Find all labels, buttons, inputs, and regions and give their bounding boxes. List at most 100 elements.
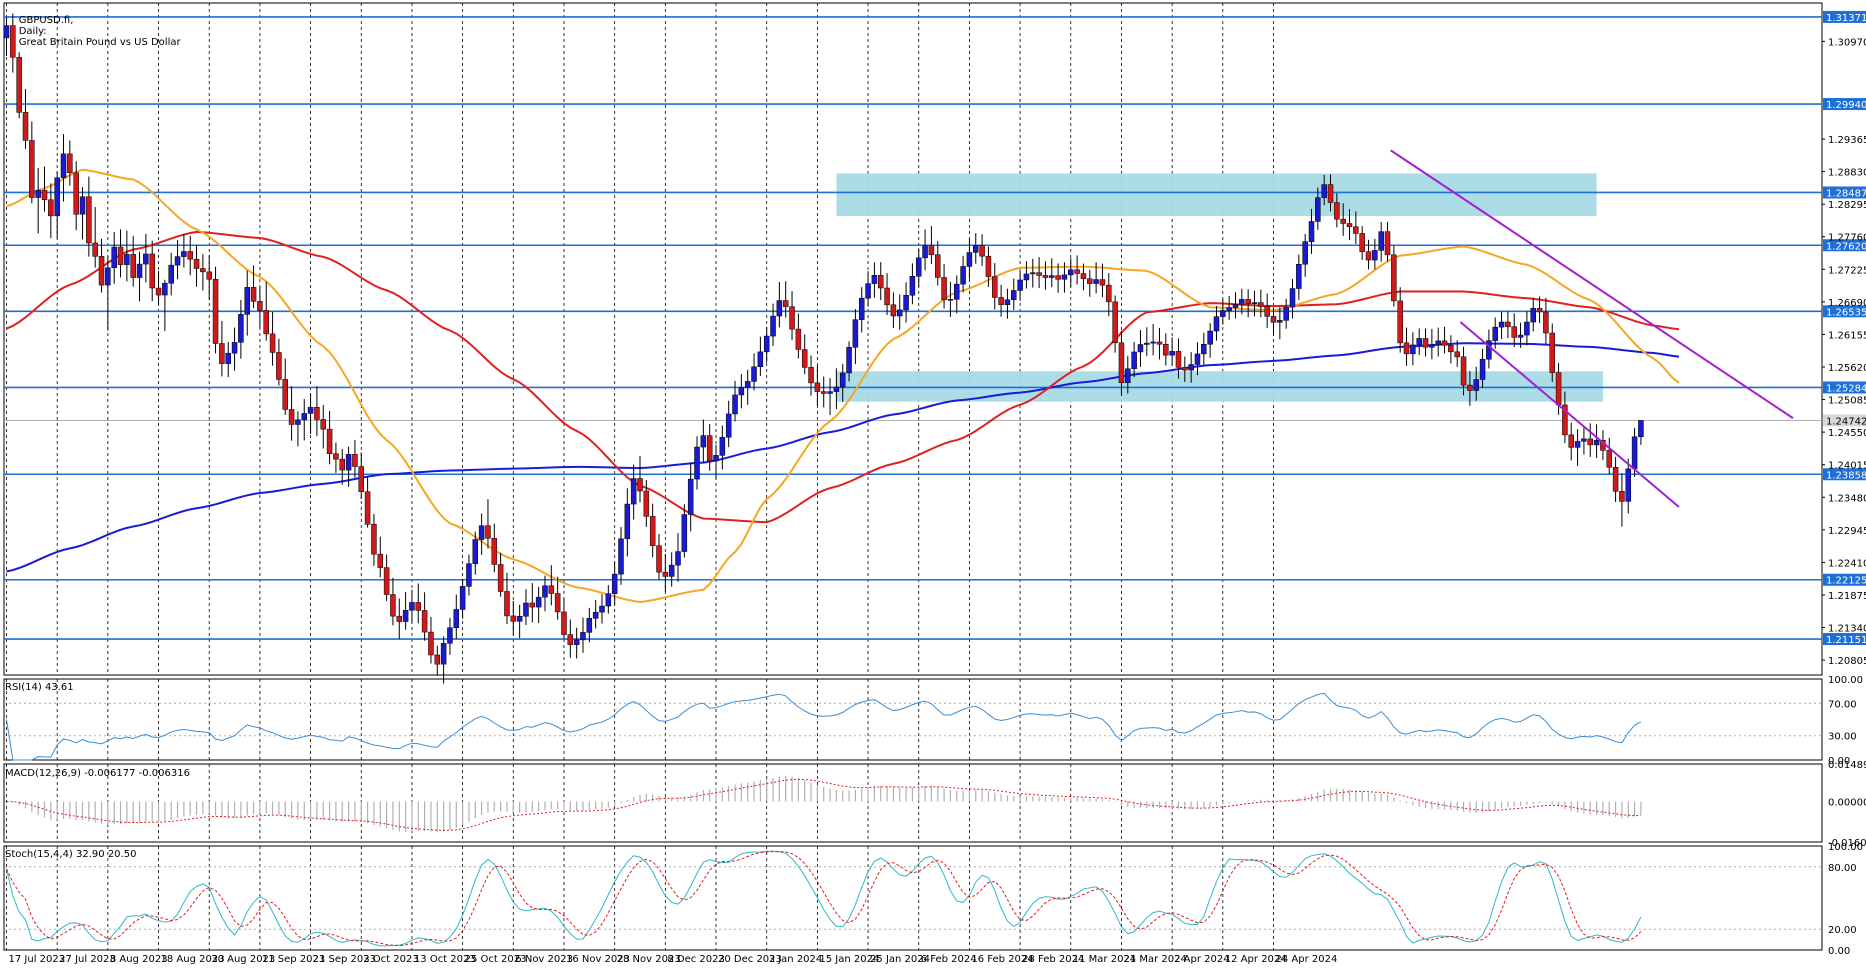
rsi-line xyxy=(6,692,1642,761)
candle-body xyxy=(130,254,136,278)
candle-body xyxy=(643,490,650,517)
candle-body xyxy=(60,153,67,179)
candle-body xyxy=(1308,221,1315,242)
ma-fast-line xyxy=(6,168,1680,603)
rsi-y-tick-label: 30.00 xyxy=(1828,732,1857,743)
candle-body xyxy=(396,615,403,622)
candle-body xyxy=(1384,231,1391,256)
candle-body xyxy=(409,602,415,611)
candle-body xyxy=(86,196,92,244)
candle-body xyxy=(491,537,498,565)
candle-body xyxy=(1125,368,1131,384)
x-tick-label: 3 Jan 2024 xyxy=(769,954,823,965)
x-tick-label: 25 Jan 2024 xyxy=(870,954,930,965)
candle-body xyxy=(1270,316,1277,323)
candle-body xyxy=(339,458,346,471)
candle-body xyxy=(1201,343,1207,355)
candle-body xyxy=(383,567,390,595)
candle-body xyxy=(1093,279,1099,284)
candle-body xyxy=(915,257,922,277)
candle-body xyxy=(554,593,561,613)
candle-body xyxy=(516,615,523,622)
candle-body xyxy=(1574,441,1581,448)
candles-group xyxy=(3,13,1644,684)
pane-frame-3 xyxy=(3,845,1823,951)
candle-body xyxy=(364,491,371,525)
candle-body xyxy=(1106,284,1112,303)
candle-body xyxy=(219,343,225,364)
candle-body xyxy=(1454,351,1460,358)
candle-body xyxy=(814,382,821,392)
x-tick-label: 6 Feb 2024 xyxy=(921,954,977,965)
candle-body xyxy=(618,538,624,575)
candle-body xyxy=(1536,308,1543,313)
x-tick-label: 20 Dec 2023 xyxy=(718,954,782,965)
candle-body xyxy=(1182,367,1188,371)
candle-body xyxy=(713,455,719,462)
x-tick-label: 30 Aug 2023 xyxy=(211,954,275,965)
candle-body xyxy=(757,351,764,368)
candle-body xyxy=(485,525,491,539)
main-pane-title: GBPUSD.fi, Daily: Great Britain Pound vs… xyxy=(18,15,181,48)
candle-body xyxy=(548,585,555,594)
candle-body xyxy=(681,514,688,552)
level-tag xyxy=(1823,98,1866,111)
candle-body xyxy=(3,25,10,39)
candle-body xyxy=(820,391,827,394)
y-tick-label: 1.24015 xyxy=(1828,461,1866,472)
candle-body xyxy=(1625,468,1632,502)
candle-body xyxy=(276,352,282,380)
candle-body xyxy=(922,245,928,259)
candle-body xyxy=(858,297,865,320)
candle-body xyxy=(611,573,618,594)
stoch-pane-title: Stoch(15,4,4) 32.90 20.50 xyxy=(5,849,137,860)
candle-body xyxy=(421,610,428,633)
y-tick-label: 1.28830 xyxy=(1828,168,1866,179)
candle-body xyxy=(212,279,219,344)
candle-body xyxy=(1327,184,1334,203)
x-tick-label: 11 Sep 2023 xyxy=(262,954,325,965)
candle-body xyxy=(105,267,111,286)
candle-body xyxy=(320,419,326,430)
candle-body xyxy=(1346,223,1353,228)
macd-y-tick-label: 0.014896 xyxy=(1828,760,1866,771)
candle-body xyxy=(149,253,155,289)
candle-body xyxy=(16,57,22,113)
candle-body xyxy=(751,366,757,382)
y-tick-label: 1.29365 xyxy=(1828,135,1866,146)
candle-body xyxy=(871,275,878,284)
candle-body xyxy=(1422,338,1429,348)
y-tick-label: 1.30970 xyxy=(1828,37,1866,48)
candle-body xyxy=(1080,273,1087,279)
level-tag-label: 1.25284 xyxy=(1826,383,1866,394)
candle-body xyxy=(1416,338,1422,346)
candle-body xyxy=(852,319,859,348)
support-resistance-zone xyxy=(836,173,1597,217)
candle-body xyxy=(187,251,193,260)
candle-body xyxy=(668,564,675,577)
y-tick-label: 1.28295 xyxy=(1828,200,1866,211)
candle-body xyxy=(447,627,453,644)
candle-body xyxy=(428,631,434,656)
level-tag-label: 1.22125 xyxy=(1826,576,1866,587)
candle-body xyxy=(1524,321,1530,336)
rsi-pane-title: RSI(14) 43.61 xyxy=(5,682,74,693)
candle-body xyxy=(1137,344,1144,353)
candle-body xyxy=(700,435,707,448)
candle-body xyxy=(561,611,567,635)
candle-body xyxy=(1479,358,1486,380)
candle-body xyxy=(1289,288,1296,308)
candle-body xyxy=(1315,197,1321,222)
candle-body xyxy=(263,310,269,335)
candle-body xyxy=(877,275,884,289)
candle-body xyxy=(1175,351,1182,368)
candle-body xyxy=(143,253,149,265)
candle-body xyxy=(941,277,947,301)
candle-body xyxy=(1188,364,1194,371)
y-tick-label: 1.27225 xyxy=(1828,265,1866,276)
candle-body xyxy=(478,525,485,540)
candle-body xyxy=(307,407,314,414)
rsi-y-tick-label: 100.00 xyxy=(1828,675,1863,686)
candle-body xyxy=(1055,275,1061,280)
